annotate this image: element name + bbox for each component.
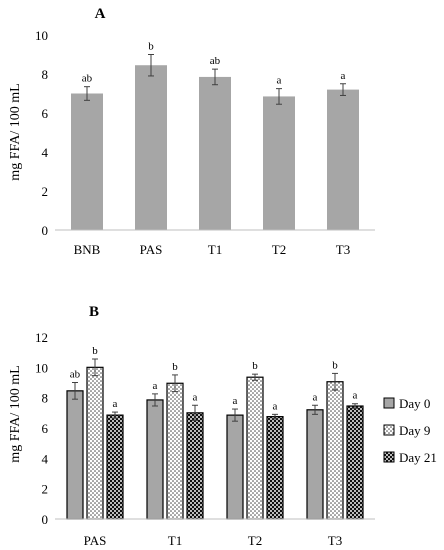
- panel-b-bar: [66, 390, 84, 520]
- panel-b-significance-label: b: [172, 361, 178, 373]
- panel-b-significance-label: a: [233, 395, 238, 407]
- panel-b-y-tick-label: 6: [42, 421, 49, 436]
- panel-b-error-bar: [252, 373, 258, 381]
- panel-b-error-bar: [332, 372, 338, 391]
- panel-b-x-tick-label: T2: [248, 533, 262, 548]
- panel-a-y-tick-label: 2: [42, 184, 49, 199]
- panel-a-y-axis-label: mg FFA/ 100 mL: [8, 83, 23, 180]
- panel-b-x-tick-label: T1: [168, 533, 182, 548]
- panel-b-y-tick-label: 8: [42, 391, 49, 406]
- panel-a-x-tick-label: T2: [272, 242, 286, 257]
- panel-b-bar: [246, 376, 264, 520]
- panel-a-error-bar: [340, 83, 346, 96]
- legend-swatch: [383, 424, 395, 436]
- legend-label: Day 9: [399, 423, 430, 438]
- panel-b-significance-label: a: [273, 400, 278, 412]
- panel-b-error-bar: [352, 403, 358, 409]
- panel-b-y-tick-label: 10: [35, 360, 48, 375]
- legend-swatch: [383, 451, 395, 463]
- panel-b-error-bar: [92, 358, 98, 377]
- panel-b-significance-label: a: [153, 380, 158, 392]
- panel-b-bar: [186, 412, 204, 520]
- panel-b-error-bar: [312, 404, 318, 415]
- panel-b-y-tick-label: 12: [35, 330, 48, 345]
- panel-b-y-tick-label: 2: [42, 482, 49, 497]
- panel-a-significance-label: a: [341, 70, 346, 82]
- panel-b-x-ticks: PAS T1 T2 T3: [84, 533, 343, 548]
- panel-b-bar: [326, 381, 344, 520]
- panel-a-significance-label: ab: [210, 55, 221, 67]
- panel-b-y-tick-label: 0: [42, 512, 49, 527]
- panel-b-error-bar: [192, 404, 198, 421]
- panel-b-y-ticks: 0 2 4 6 8 10 12: [35, 330, 49, 527]
- panel-a-bar: [135, 65, 167, 230]
- panel-a-x-tick-label: T1: [208, 242, 222, 257]
- panel-a-significance-label: b: [148, 41, 154, 53]
- panel-a-significance-label: ab: [82, 73, 93, 85]
- panel-b-bar: [226, 414, 244, 520]
- panel-a-y-tick-label: 6: [42, 106, 49, 121]
- panel-b-y-tick-label: 4: [42, 451, 49, 466]
- panel-b-significance-label: b: [252, 360, 258, 372]
- panel-a-error-bar: [148, 54, 154, 77]
- panel-a-label: A: [95, 6, 106, 22]
- panel-a-y-tick-label: 0: [42, 223, 49, 238]
- panel-b-error-bar: [72, 382, 78, 400]
- panel-b-significance-label: ab: [70, 369, 81, 381]
- panel-b-bar: [86, 366, 104, 520]
- panel-a-y-ticks: 0 2 4 6 8 10: [35, 28, 49, 238]
- panel-b-legend: Day 0 Day 9 Day 21: [383, 396, 437, 465]
- panel-a-bar: [71, 93, 103, 230]
- panel-b-bar: [306, 409, 324, 520]
- panel-b-x-tick-label: PAS: [84, 533, 107, 548]
- panel-a-x-ticks: BNB PAS T1 T2 T3: [74, 242, 351, 257]
- panel-a-y-tick-label: 4: [42, 145, 49, 160]
- panel-b-error-bar: [112, 411, 118, 419]
- panel-b-significance-label: a: [193, 391, 198, 403]
- panel-b-y-axis-label: mg FFA/ 100 mL: [8, 365, 23, 462]
- chart-panel-a: A mg FFA/ 100 mL 0 2 4 6 8 10 ab b ab a a BNB PAS T…: [8, 6, 375, 257]
- panel-a-x-tick-label: T3: [336, 242, 350, 257]
- panel-a-bars: ab b ab a a: [71, 41, 359, 230]
- panel-a-error-bar: [84, 86, 90, 101]
- legend-label: Day 0: [399, 396, 430, 411]
- panel-b-significance-label: b: [332, 359, 338, 371]
- panel-a-y-tick-label: 10: [35, 28, 48, 43]
- legend-label: Day 21: [399, 450, 437, 465]
- panel-b-significance-label: b: [92, 345, 98, 357]
- panel-b-bar: [166, 382, 184, 520]
- panel-b-bar: [266, 416, 284, 520]
- panel-a-y-tick-label: 8: [42, 67, 49, 82]
- panel-b-significance-label: a: [113, 398, 118, 410]
- panel-b-error-bar: [152, 393, 158, 407]
- panel-a-x-tick-label: BNB: [74, 242, 101, 257]
- panel-b-error-bar: [172, 374, 178, 393]
- panel-a-error-bar: [212, 68, 218, 86]
- panel-b-bar: [346, 405, 364, 520]
- panel-b-error-bar: [272, 413, 278, 420]
- panel-b-label: B: [89, 304, 99, 320]
- legend-swatch: [383, 397, 395, 409]
- panel-b-error-bar: [232, 408, 238, 422]
- panel-a-bar: [199, 76, 231, 230]
- panel-a-x-tick-label: PAS: [140, 242, 163, 257]
- panel-a-bar: [263, 96, 295, 230]
- panel-b-significance-label: a: [313, 391, 318, 403]
- panel-a-error-bar: [276, 88, 282, 105]
- panel-b-bar: [146, 399, 164, 520]
- panel-b-significance-label: a: [353, 390, 358, 402]
- panel-b-bar: [106, 414, 124, 520]
- panel-b-x-tick-label: T3: [328, 533, 342, 548]
- panel-a-bar: [327, 89, 359, 230]
- panel-a-significance-label: a: [277, 75, 282, 87]
